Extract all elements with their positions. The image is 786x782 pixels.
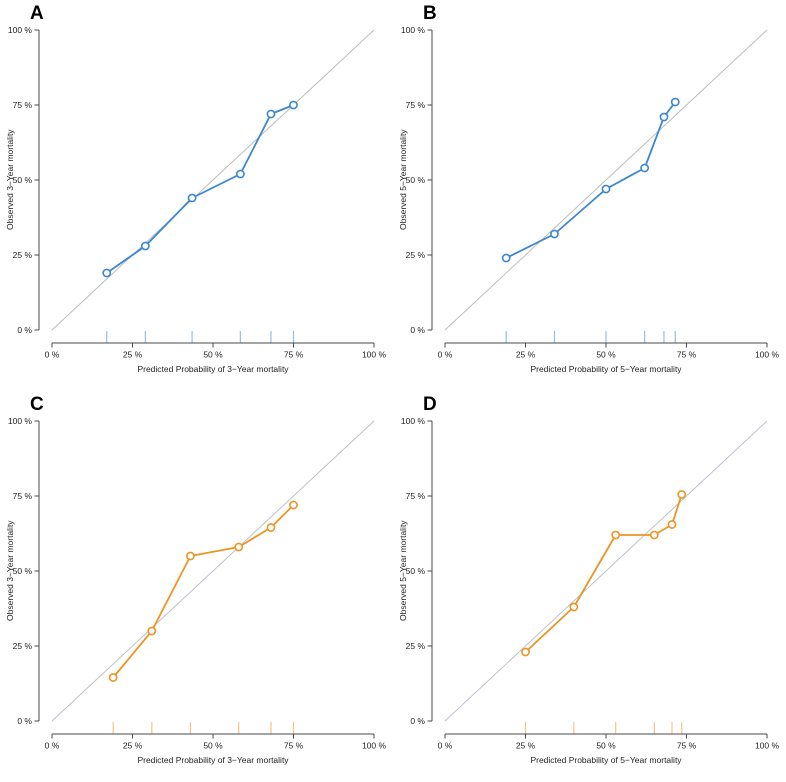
panel-letter-b: B: [423, 3, 438, 24]
calibration-plot-c: 0 % 25 % 50 % 75 % 100 % 0 % 25 % 50 % 75 % 100 %: [8, 416, 387, 751]
reference-diagonal-line: [444, 420, 768, 722]
x-tick-label: 25 %: [123, 741, 143, 751]
calibration-plot-a: 0 % 25 % 50 % 75 % 100 % 0 % 25 % 50 % 75 % 100 %: [8, 25, 387, 360]
x-tick-label: 75 %: [284, 741, 304, 751]
calibration-plot-b: 0 % 25 % 50 % 75 % 100 % 0 % 25 % 50 % 75 % 100 %: [401, 25, 780, 360]
reference-diagonal-line: [51, 420, 375, 722]
y-tick-label: 75 %: [406, 100, 426, 110]
panel-letter-a: A: [30, 3, 45, 24]
x-tick-label: 75 %: [284, 350, 304, 360]
calibration-curve: [505, 101, 677, 259]
data-point-marker: [611, 530, 621, 540]
y-tick-label: 100 %: [401, 416, 426, 426]
calibration-curve: [112, 504, 295, 679]
y-tick-label: 0 %: [17, 325, 32, 335]
x-tick-label: 0 %: [438, 741, 453, 751]
calibration-panel-c: 0 % 25 % 50 % 75 % 100 % 0 % 25 % 50 % 75 % 100 %…: [0, 391, 393, 782]
y-tick-label: 0 %: [410, 716, 425, 726]
y-tick-label: 100 %: [8, 25, 33, 35]
data-point-marker: [186, 551, 195, 561]
data-point-marker: [601, 184, 611, 194]
y-tick-label: 50 %: [406, 175, 426, 185]
y-tick-label: 75 %: [406, 491, 426, 501]
x-tick-label: 0 %: [438, 350, 453, 360]
reference-diagonal-line: [51, 29, 375, 331]
y-tick-label: 25 %: [13, 641, 33, 651]
x-tick-label: 0 %: [45, 741, 60, 751]
data-point-marker: [235, 169, 245, 179]
calibration-panel-a: 0 % 25 % 50 % 75 % 100 % 0 % 25 % 50 % 75 % 100 %…: [0, 0, 393, 391]
x-axis-label-a: Predicted Probability of 3−Year mortalit…: [137, 364, 289, 374]
y-tick-label: 0 %: [17, 716, 32, 726]
x-axis-label-d: Predicted Probability of 5−Year mortalit…: [530, 755, 682, 765]
x-tick-label: 50 %: [596, 350, 616, 360]
y-tick-label: 100 %: [401, 25, 426, 35]
data-point-marker: [102, 268, 112, 278]
x-tick-label: 100 %: [362, 350, 387, 360]
data-point-marker: [289, 100, 298, 110]
y-tick-label: 50 %: [406, 566, 426, 576]
panel-letter-c: C: [30, 394, 45, 415]
data-point-marker: [266, 109, 276, 119]
data-point-marker: [501, 253, 511, 263]
x-tick-label: 25 %: [516, 350, 536, 360]
data-point-marker: [289, 500, 298, 510]
panel-letter-d: D: [423, 394, 438, 415]
calibration-panel-d: 0 % 25 % 50 % 75 % 100 % 0 % 25 % 50 % 75 % 100 %…: [393, 391, 786, 782]
y-tick-label: 0 %: [410, 325, 425, 335]
data-point-marker: [147, 626, 157, 636]
y-axis-label-d: Observed 5−Year mortality: [398, 520, 408, 622]
y-tick-label: 25 %: [406, 250, 426, 260]
calibration-curve: [105, 104, 295, 274]
data-point-marker: [550, 229, 559, 239]
y-tick-label: 75 %: [13, 491, 33, 501]
x-tick-label: 50 %: [203, 350, 223, 360]
y-tick-label: 100 %: [8, 416, 33, 426]
y-tick-label: 50 %: [13, 175, 33, 185]
data-point-marker: [677, 490, 687, 499]
data-point-marker: [640, 163, 650, 173]
x-axis-label-c: Predicted Probability of 3−Year mortalit…: [137, 755, 289, 765]
y-axis-label-c: Observed 3−Year mortality: [5, 520, 15, 622]
x-tick-label: 25 %: [516, 741, 536, 751]
reference-diagonal-line: [444, 29, 768, 331]
data-point-marker: [667, 520, 677, 529]
x-axis-label-b: Predicted Probability of 5−Year mortalit…: [530, 364, 682, 374]
x-tick-label: 75 %: [677, 741, 697, 751]
y-tick-label: 25 %: [406, 641, 426, 651]
calibration-panel-b: 0 % 25 % 50 % 75 % 100 % 0 % 25 % 50 % 75 % 100 %…: [393, 0, 786, 391]
calibration-curve: [524, 493, 683, 653]
x-tick-label: 100 %: [755, 741, 780, 751]
y-tick-label: 75 %: [13, 100, 33, 110]
y-tick-label: 50 %: [13, 566, 33, 576]
data-point-marker: [108, 673, 118, 682]
y-tick-label: 25 %: [13, 250, 33, 260]
data-point-marker: [234, 542, 244, 552]
data-point-marker: [659, 112, 669, 122]
x-tick-label: 100 %: [755, 350, 780, 360]
x-tick-label: 0 %: [45, 350, 60, 360]
x-tick-label: 50 %: [203, 741, 223, 751]
y-axis-label-b: Observed 5−Year mortality: [398, 129, 408, 231]
x-tick-label: 75 %: [677, 350, 697, 360]
y-axis-label-a: Observed 3−Year mortality: [5, 129, 15, 231]
calibration-plot-d: 0 % 25 % 50 % 75 % 100 % 0 % 25 % 50 % 75 % 100 %: [401, 416, 780, 751]
data-point-marker: [266, 523, 276, 532]
data-point-marker: [649, 530, 659, 540]
data-point-marker: [140, 241, 150, 251]
x-tick-label: 50 %: [596, 741, 616, 751]
x-tick-label: 25 %: [123, 350, 143, 360]
data-point-marker: [569, 602, 579, 612]
data-point-marker: [521, 647, 530, 657]
data-point-marker: [670, 97, 680, 107]
x-tick-label: 100 %: [362, 741, 387, 751]
data-point-marker: [187, 193, 197, 203]
